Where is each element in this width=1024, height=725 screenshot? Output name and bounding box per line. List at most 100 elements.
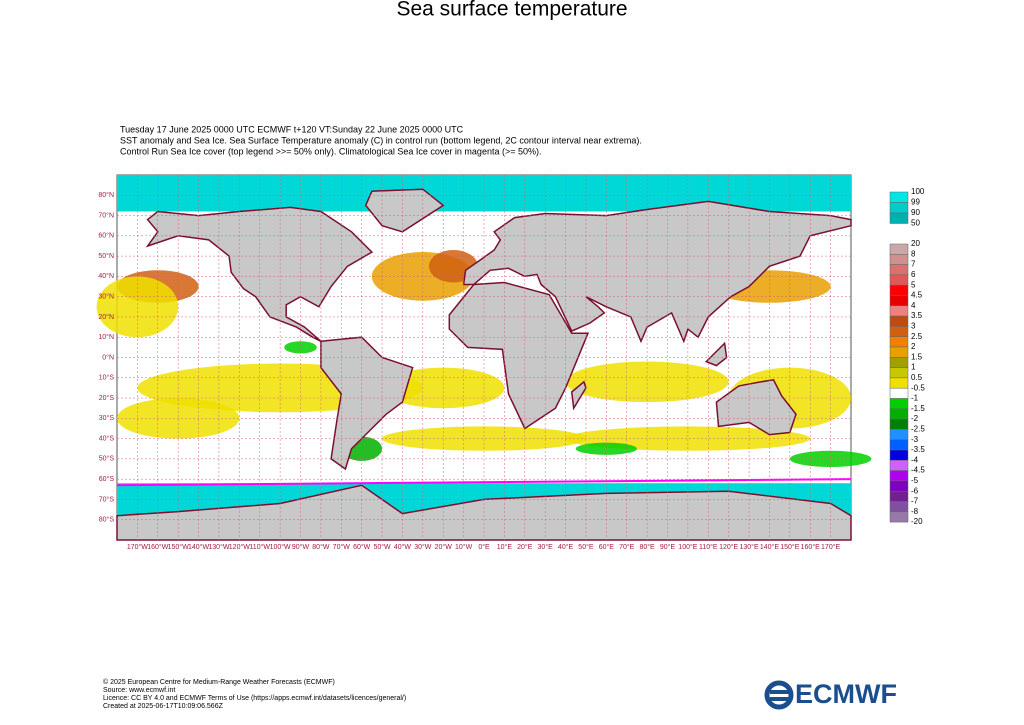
legend-swatch — [889, 315, 909, 327]
legend-label: 1.5 — [911, 352, 923, 361]
lon-label: 170°E — [821, 543, 840, 551]
lon-label: 40°E — [558, 543, 574, 551]
legend-swatch — [889, 326, 909, 337]
legend-swatch — [889, 429, 909, 440]
lat-label: 70°S — [99, 495, 115, 503]
legend-swatch — [889, 264, 909, 276]
land — [570, 380, 587, 411]
footer-line: Created at 2025-06-17T10:09:06.566Z — [103, 703, 224, 710]
legend-label: -5 — [911, 476, 919, 485]
legend-label: 20 — [911, 239, 920, 248]
legend-label: 99 — [911, 198, 920, 207]
legend-label: 2.5 — [911, 332, 923, 341]
lon-label: 80°W — [312, 543, 330, 551]
logo-mark — [770, 690, 792, 694]
lat-label: 0°N — [102, 353, 114, 361]
legend-swatch — [889, 336, 909, 348]
legend-label: -2.5 — [911, 425, 925, 434]
legend-label: 50 — [911, 219, 920, 228]
lon-label: 30°E — [538, 543, 554, 551]
lon-label: 130°W — [208, 543, 229, 551]
legend-label: -4.5 — [911, 466, 925, 475]
legend-label: 8 — [911, 249, 916, 258]
legend-swatch — [889, 480, 909, 492]
land — [715, 378, 797, 436]
lon-label: 80°E — [639, 543, 655, 551]
legend-swatch — [889, 295, 909, 307]
legend-swatch — [889, 191, 909, 203]
lon-label: 40°W — [394, 543, 412, 551]
lon-label: 110°E — [699, 543, 718, 551]
legend-swatch — [889, 284, 909, 296]
lat-label: 50°N — [98, 252, 114, 260]
legend-label: -1.5 — [911, 404, 925, 413]
lat-label: 80°N — [98, 191, 114, 199]
legend-label: 0.5 — [911, 373, 923, 382]
lon-label: 160°W — [147, 543, 168, 551]
logo-mark — [764, 680, 794, 710]
lon-label: 100°E — [678, 543, 697, 551]
footer-line: © 2025 European Centre for Medium-Range … — [103, 678, 335, 686]
legend-label: -2 — [911, 414, 919, 423]
legend-swatch — [889, 243, 909, 255]
lat-label: 30°S — [99, 414, 115, 422]
lat-label: 30°N — [98, 293, 114, 301]
legend-swatch — [889, 408, 909, 420]
legend-swatch — [889, 501, 909, 513]
lon-label: 50°E — [578, 543, 594, 551]
lat-label: 50°S — [99, 455, 115, 463]
lat-label: 60°S — [99, 475, 115, 483]
header-line: Tuesday 17 June 2025 0000 UTC ECMWF t+12… — [120, 124, 464, 134]
lon-label: 10°W — [455, 543, 473, 551]
header-line: Control Run Sea Ice cover (top legend >>… — [120, 146, 541, 156]
lon-label: 150°W — [168, 543, 189, 551]
legend-label: -6 — [911, 486, 919, 495]
legend-swatch — [889, 305, 909, 317]
legend-label: 1 — [911, 363, 916, 372]
legend-swatch — [889, 367, 909, 379]
lon-label: 60°W — [353, 543, 371, 551]
lon-label: 90°E — [660, 543, 676, 551]
legend-swatch — [889, 511, 909, 523]
lat-label: 40°N — [98, 272, 114, 280]
lon-label: 120°E — [719, 543, 738, 551]
lat-label: 20°S — [99, 394, 115, 402]
legend-swatch — [889, 460, 909, 471]
lon-label: 30°W — [414, 543, 432, 551]
legend-swatch — [889, 357, 909, 368]
lon-label: 110°W — [249, 543, 270, 551]
lon-label: 20°E — [517, 543, 533, 551]
logo-text: ECMWF — [795, 679, 897, 709]
legend-label: -0.5 — [911, 383, 925, 392]
legend-label: 5 — [911, 280, 916, 289]
legend-swatch — [889, 212, 909, 224]
legend-swatch — [889, 398, 909, 410]
legend-label: 6 — [911, 270, 916, 279]
map: 80°N 70°N 60°N 50°N 40°N 30°N 20°N 10°N 0°N 10°S 2… — [96, 174, 872, 551]
lon-label: 70°W — [333, 543, 351, 551]
legend-label: -1 — [911, 394, 919, 403]
legend-swatch — [889, 449, 909, 461]
legend-label: -8 — [911, 507, 919, 516]
legend-label: 7 — [911, 260, 916, 269]
lon-label: 130°E — [739, 543, 758, 551]
lon-label: 90°W — [292, 543, 310, 551]
lat-label: 20°N — [98, 313, 114, 321]
legend-swatch — [889, 387, 909, 399]
lon-label: 60°E — [599, 543, 615, 551]
legend-label: -3.5 — [911, 445, 925, 454]
lat-label: 80°S — [99, 516, 115, 524]
legend-swatch — [889, 346, 909, 358]
lon-label: 70°E — [619, 543, 635, 551]
lat-label: 60°N — [98, 232, 114, 240]
lon-label: 120°W — [229, 543, 250, 551]
lat-label: 10°N — [98, 333, 114, 341]
title: Sea surface temperature — [396, 0, 627, 21]
legend-label: 3 — [911, 322, 916, 331]
lon-label: 0°E — [478, 543, 490, 551]
legend-label: 2 — [911, 342, 916, 351]
legend-label: 90 — [911, 208, 920, 217]
lon-label: 50°W — [373, 543, 391, 551]
lon-label: 150°E — [780, 543, 799, 551]
